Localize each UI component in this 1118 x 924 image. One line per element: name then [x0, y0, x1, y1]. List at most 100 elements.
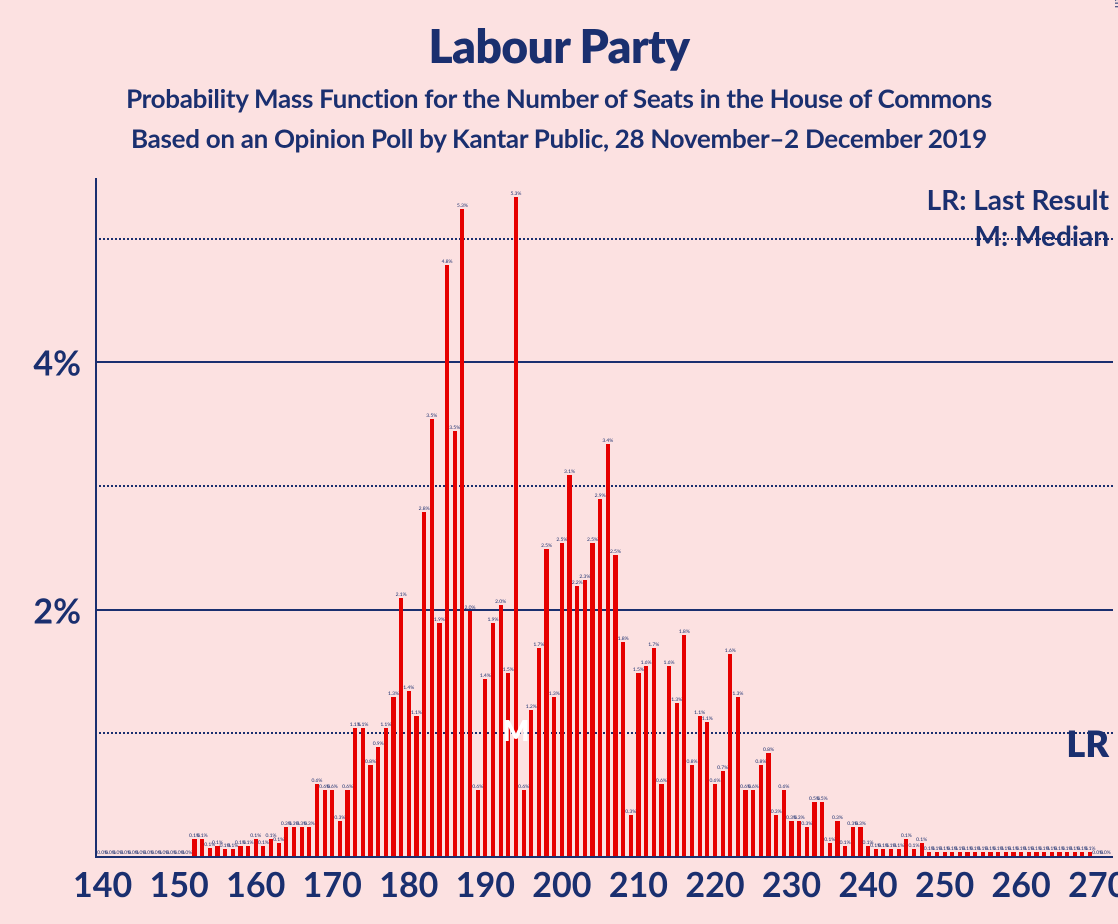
bar-value-label: 1.3%	[388, 692, 399, 697]
x-axis-label: 240	[838, 864, 897, 905]
bar: 0.6%	[713, 784, 717, 858]
bar-value-label: 0.6%	[778, 785, 789, 790]
bar: 1.1%	[353, 728, 357, 858]
bars-container: 0.0%0.0%0.0%0.0%0.0%0.0%0.0%0.0%0.0%0.0%…	[95, 178, 1113, 858]
chart-page: © 2019 Filip van Laenen Labour Party Pro…	[0, 0, 1118, 924]
bar: 3.5%	[430, 419, 434, 858]
bar: 1.7%	[652, 648, 656, 858]
copyright-text: © 2019 Filip van Laenen	[1112, 0, 1118, 8]
bar-value-label: 0.1%	[197, 834, 208, 839]
bar: 2.5%	[544, 549, 548, 858]
bar-value-label: 1.7%	[533, 643, 544, 648]
bar: 2.1%	[399, 598, 403, 858]
bar: 2.3%	[583, 580, 587, 858]
x-axis	[95, 856, 1113, 858]
bar: 1.2%	[529, 710, 533, 858]
bar-value-label: 2.5%	[541, 544, 552, 549]
bar-value-label: 0.3%	[855, 822, 866, 827]
bar: 0.3%	[338, 821, 342, 858]
bar: 0.7%	[721, 771, 725, 858]
bar: 0.3%	[307, 827, 311, 858]
bar: 0.6%	[315, 784, 319, 858]
bar: 0.8%	[766, 753, 770, 858]
bar-value-label: 0.8%	[763, 748, 774, 753]
bar: 0.3%	[300, 827, 304, 858]
bar-value-label: 2.5%	[587, 538, 598, 543]
bar-value-label: 2.9%	[595, 494, 606, 499]
bar: 0.3%	[292, 827, 296, 858]
bar-value-label: 0.6%	[327, 785, 338, 790]
chart-title: Labour Party	[0, 18, 1118, 73]
bar: 1.8%	[682, 635, 686, 858]
bar-value-label: 0.0%	[181, 851, 192, 856]
bar: 0.6%	[345, 790, 349, 858]
bar: 0.3%	[284, 827, 288, 858]
x-axis-label: 210	[609, 864, 668, 905]
bar-value-label: 3.5%	[426, 414, 437, 419]
bar: 1.1%	[384, 728, 388, 858]
last-result-marker: LR	[1066, 721, 1109, 765]
bar-value-label: 4.8%	[442, 260, 453, 265]
bar: 3.4%	[606, 444, 610, 858]
bar-value-label: 0.3%	[334, 816, 345, 821]
bar-value-label: 1.8%	[679, 630, 690, 635]
bar: 1.4%	[483, 679, 487, 858]
bar-value-label: 2.1%	[396, 593, 407, 598]
bar: 1.6%	[644, 666, 648, 858]
x-axis-label: 180	[379, 864, 438, 905]
bar-value-label: 1.7%	[648, 643, 659, 648]
x-axis-label: 170	[303, 864, 362, 905]
bar: 0.8%	[759, 765, 763, 858]
bar: 2.0%	[468, 611, 472, 858]
bar: 3.1%	[567, 475, 571, 858]
bar: 1.9%	[437, 623, 441, 858]
bar-value-label: 1.3%	[549, 692, 560, 697]
x-axis-label: 230	[762, 864, 821, 905]
bar: 1.6%	[728, 654, 732, 858]
bar-value-label: 2.5%	[556, 538, 567, 543]
bar-value-label: 3.5%	[449, 426, 460, 431]
x-axis-label: 220	[685, 864, 744, 905]
bar-value-label: 5.3%	[510, 192, 521, 197]
bar-value-label: 1.6%	[725, 649, 736, 654]
x-axis-label: 270	[1068, 864, 1118, 905]
bar: 1.1%	[361, 728, 365, 858]
bar-value-label: 1.8%	[618, 637, 629, 642]
bar: 5.3%	[460, 209, 464, 858]
bar: 2.5%	[560, 543, 564, 858]
bar-value-label: 0.3%	[304, 822, 315, 827]
bar: 1.1%	[705, 722, 709, 858]
bar: 0.5%	[820, 802, 824, 858]
bar: 1.5%	[636, 673, 640, 858]
bar: 4.8%	[445, 265, 449, 858]
bar-value-label: 1.5%	[633, 668, 644, 673]
bar: 1.3%	[675, 703, 679, 858]
bar-value-label: 2.0%	[465, 606, 476, 611]
bar: 1.1%	[414, 716, 418, 858]
bar: 1.8%	[621, 642, 625, 858]
bar-value-label: 2.3%	[579, 575, 590, 580]
bar-value-label: 0.1%	[840, 841, 851, 846]
bar: 0.3%	[774, 815, 778, 858]
chart-subtitle-1: Probability Mass Function for the Number…	[0, 82, 1118, 114]
bar: 1.7%	[537, 648, 541, 858]
bar: 5.3%	[514, 197, 518, 858]
bar-value-label: 1.6%	[641, 661, 652, 666]
bar: 0.6%	[323, 790, 327, 858]
chart-subtitle-2: Based on an Opinion Poll by Kantar Publi…	[0, 122, 1118, 154]
bar-value-label: 0.1%	[908, 844, 919, 849]
bar-value-label: 0.9%	[373, 742, 384, 747]
bar-value-label: 1.2%	[526, 705, 537, 710]
bar-value-label: 0.1%	[901, 834, 912, 839]
bar-value-label: 0.6%	[656, 779, 667, 784]
bar: 0.6%	[522, 790, 526, 858]
bar-value-label: 1.3%	[671, 698, 682, 703]
bar-value-label: 2.5%	[610, 550, 621, 555]
bar: 0.6%	[751, 790, 755, 858]
bar-value-label: 5.3%	[457, 204, 468, 209]
bar-value-label: 0.1%	[893, 844, 904, 849]
bar: 0.6%	[782, 790, 786, 858]
x-axis-label: 250	[915, 864, 974, 905]
bar-value-label: 1.6%	[664, 661, 675, 666]
bar-value-label: 0.6%	[342, 785, 353, 790]
